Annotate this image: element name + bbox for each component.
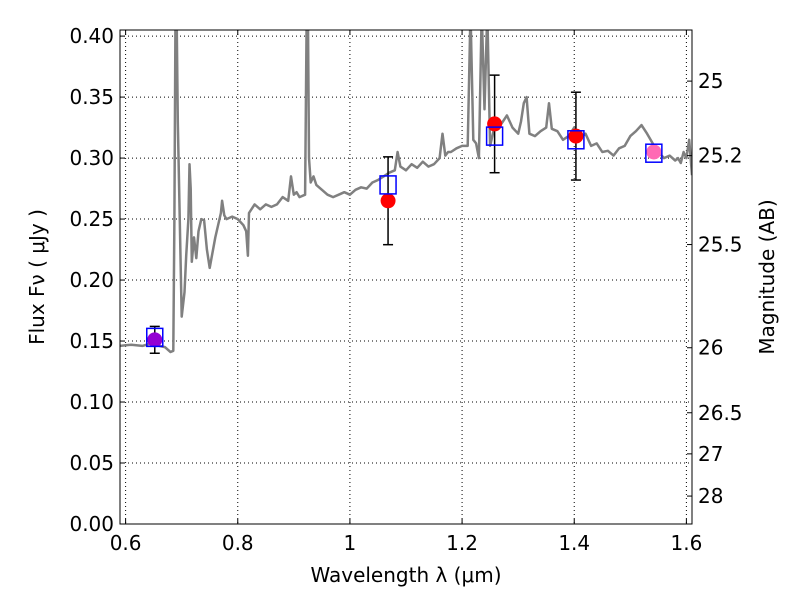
y2-tick-label: 25.5: [698, 233, 743, 257]
photometry-point: [646, 144, 662, 160]
y2-tick-label: 25.2: [698, 144, 743, 168]
y-tick-label: 0.25: [69, 207, 114, 231]
y2-tick-label: 27: [698, 442, 723, 466]
photometry-point: [380, 193, 396, 209]
x-axis-label: Wavelength λ (μm): [310, 563, 501, 587]
x-tick-label: 0.8: [222, 531, 254, 555]
y2-axis-label: Magnitude (AB): [755, 199, 779, 354]
y2-tick-label: 25: [698, 69, 723, 93]
x-tick-label: 1: [344, 531, 357, 555]
plot-frame: [119, 29, 693, 525]
axes: 0.6 0.8 1 1.2 1.4 1.6 0.00 0.05 0.10 0.15 0.20 0.25…: [69, 24, 742, 555]
photometry-point: [487, 116, 503, 132]
y-tick-label: 0.40: [69, 24, 114, 48]
model-flux-square: [146, 327, 164, 348]
x-tick-label: 1.4: [558, 531, 590, 555]
y2-tick-label: 26: [698, 336, 723, 360]
model-flux-square: [567, 130, 585, 150]
x-tick-label: 1.2: [446, 531, 478, 555]
y-tick-label: 0.00: [69, 512, 114, 536]
y-tick-label: 0.10: [69, 390, 114, 414]
photometry-point: [147, 332, 163, 348]
y-axis-label: Flux Fν ( μJy ): [25, 209, 49, 345]
x-tick-label: 1.6: [670, 531, 702, 555]
y-tick-label: 0.05: [69, 451, 114, 475]
y-tick-label: 0.30: [69, 146, 114, 170]
photometry-point: [568, 128, 584, 144]
y2-tick-label: 26.5: [698, 401, 743, 425]
plot-background: [120, 30, 692, 524]
y2-tick-label: 28: [698, 484, 723, 508]
model-flux-square: [645, 143, 663, 163]
y-tick-label: 0.35: [69, 85, 114, 109]
model-flux-square: [485, 126, 504, 146]
plot-area: [120, 30, 692, 354]
x-tick-label: 0.6: [110, 531, 142, 555]
y-tick-label: 0.15: [69, 329, 114, 353]
y-tick-label: 0.20: [69, 268, 114, 292]
model-flux-square: [379, 175, 397, 195]
